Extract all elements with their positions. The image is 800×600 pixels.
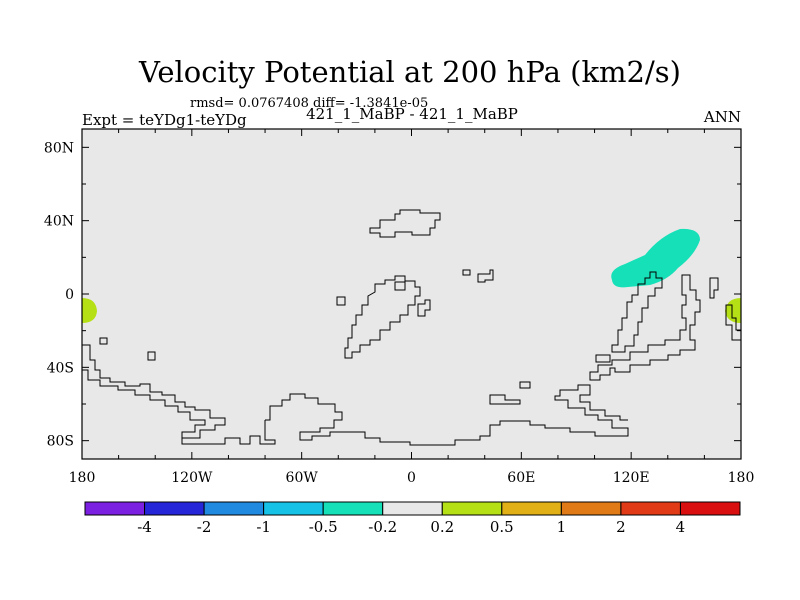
colorbar-swatch [441, 501, 503, 516]
colorbar-swatch [322, 501, 384, 516]
y-axis-labels: 80N 40N 0 40S 80S [44, 140, 74, 449]
colorbar-swatch [84, 501, 146, 516]
x-tick-label: 120E [613, 470, 650, 486]
colorbar-label: 0.2 [430, 518, 454, 536]
colorbar-swatch [560, 501, 622, 516]
colorbar-label: 2 [616, 518, 626, 536]
x-tick-label: 0 [407, 470, 416, 486]
y-tick-label: 80N [44, 140, 74, 156]
map-plot-area [81, 128, 742, 460]
colorbar-swatch [679, 501, 741, 516]
map-background [82, 129, 741, 459]
colorbar [84, 501, 741, 516]
season-label: ANN [703, 108, 741, 126]
colorbar-label: -2 [197, 518, 212, 536]
colorbar-label: -0.5 [309, 518, 338, 536]
colorbar-label: -1 [256, 518, 271, 536]
negative-anomaly-west-pacific [611, 228, 700, 288]
colorbar-swatch [501, 501, 562, 516]
colorbar-labels: -4 -2 -1 -0.5 -0.2 0.2 0.5 1 2 4 [137, 518, 685, 536]
experiment-label: Expt = teYDg1-teYDg [82, 111, 247, 129]
x-tick-label: 120W [171, 470, 213, 486]
colorbar-swatch [382, 501, 443, 516]
x-tick-label: 180 [728, 470, 755, 486]
colorbar-label: 1 [557, 518, 567, 536]
colorbar-swatch [144, 501, 205, 516]
positive-anomaly-west-edge [82, 298, 97, 323]
y-tick-label: 80S [47, 434, 74, 450]
x-tick-label: 60E [507, 470, 535, 486]
chart-title: Velocity Potential at 200 hPa (km2/s) [138, 55, 681, 89]
colorbar-label: -0.2 [368, 518, 397, 536]
y-tick-label: 40S [47, 360, 74, 376]
colorbar-swatch [203, 501, 265, 516]
stats-line: rmsd= 0.0767408 diff= -1.3841e-05 [190, 96, 428, 111]
positive-anomaly-east-edge [725, 298, 741, 323]
x-tick-label: 60W [286, 470, 319, 486]
axis-ticks [81, 129, 742, 459]
colorbar-label: 0.5 [490, 518, 514, 536]
coastlines [82, 209, 742, 446]
colorbar-swatch [620, 501, 681, 516]
colorbar-label: 4 [676, 518, 686, 536]
colorbar-label: -4 [137, 518, 152, 536]
y-tick-label: 40N [44, 214, 74, 230]
y-tick-label: 0 [65, 287, 74, 303]
case-label: 421_1_MaBP - 421_1_MaBP [306, 105, 518, 123]
x-axis-labels: 180 120W 60W 0 60E 120E 180 [69, 470, 755, 486]
colorbar-swatch [263, 501, 324, 516]
x-tick-label: 180 [69, 470, 96, 486]
